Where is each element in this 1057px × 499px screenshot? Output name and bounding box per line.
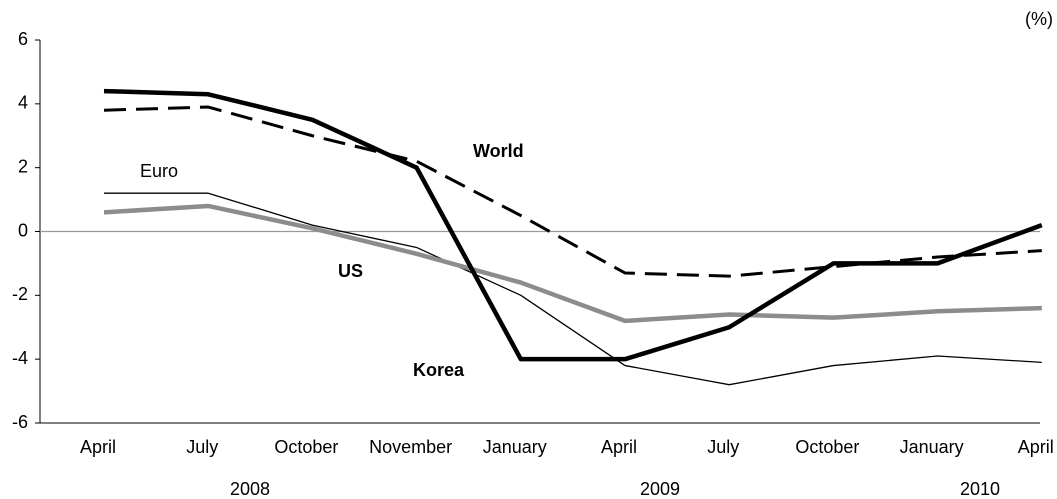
y-tick-label: 2	[18, 156, 28, 176]
series-label: US	[338, 261, 363, 281]
x-tick-label: November	[369, 437, 452, 457]
series-label: World	[473, 141, 524, 161]
x-tick-label: April	[80, 437, 116, 457]
year-label: 2010	[960, 479, 1000, 499]
unit-label: (%)	[1025, 9, 1053, 29]
y-tick-label: -6	[12, 412, 28, 432]
y-tick-label: 0	[18, 220, 28, 240]
year-label: 2009	[640, 479, 680, 499]
x-tick-label: January	[900, 437, 964, 457]
series-line	[103, 203, 1042, 324]
series-label: Euro	[140, 161, 178, 181]
y-tick-label: -4	[12, 348, 28, 368]
series-line	[104, 192, 1042, 386]
x-tick-label: July	[707, 437, 739, 457]
x-tick-label: October	[795, 437, 859, 457]
x-tick-label: April	[601, 437, 637, 457]
y-tick-label: 6	[18, 29, 28, 49]
x-tick-label: October	[274, 437, 338, 457]
x-tick-label: July	[186, 437, 218, 457]
x-tick-label: April	[1018, 437, 1054, 457]
x-tick-label: January	[483, 437, 547, 457]
series-label: Korea	[413, 360, 465, 380]
y-tick-label: -2	[12, 284, 28, 304]
series-line	[103, 105, 1042, 278]
series-line	[103, 88, 1043, 362]
y-tick-label: 4	[18, 93, 28, 113]
year-label: 2008	[230, 479, 270, 499]
